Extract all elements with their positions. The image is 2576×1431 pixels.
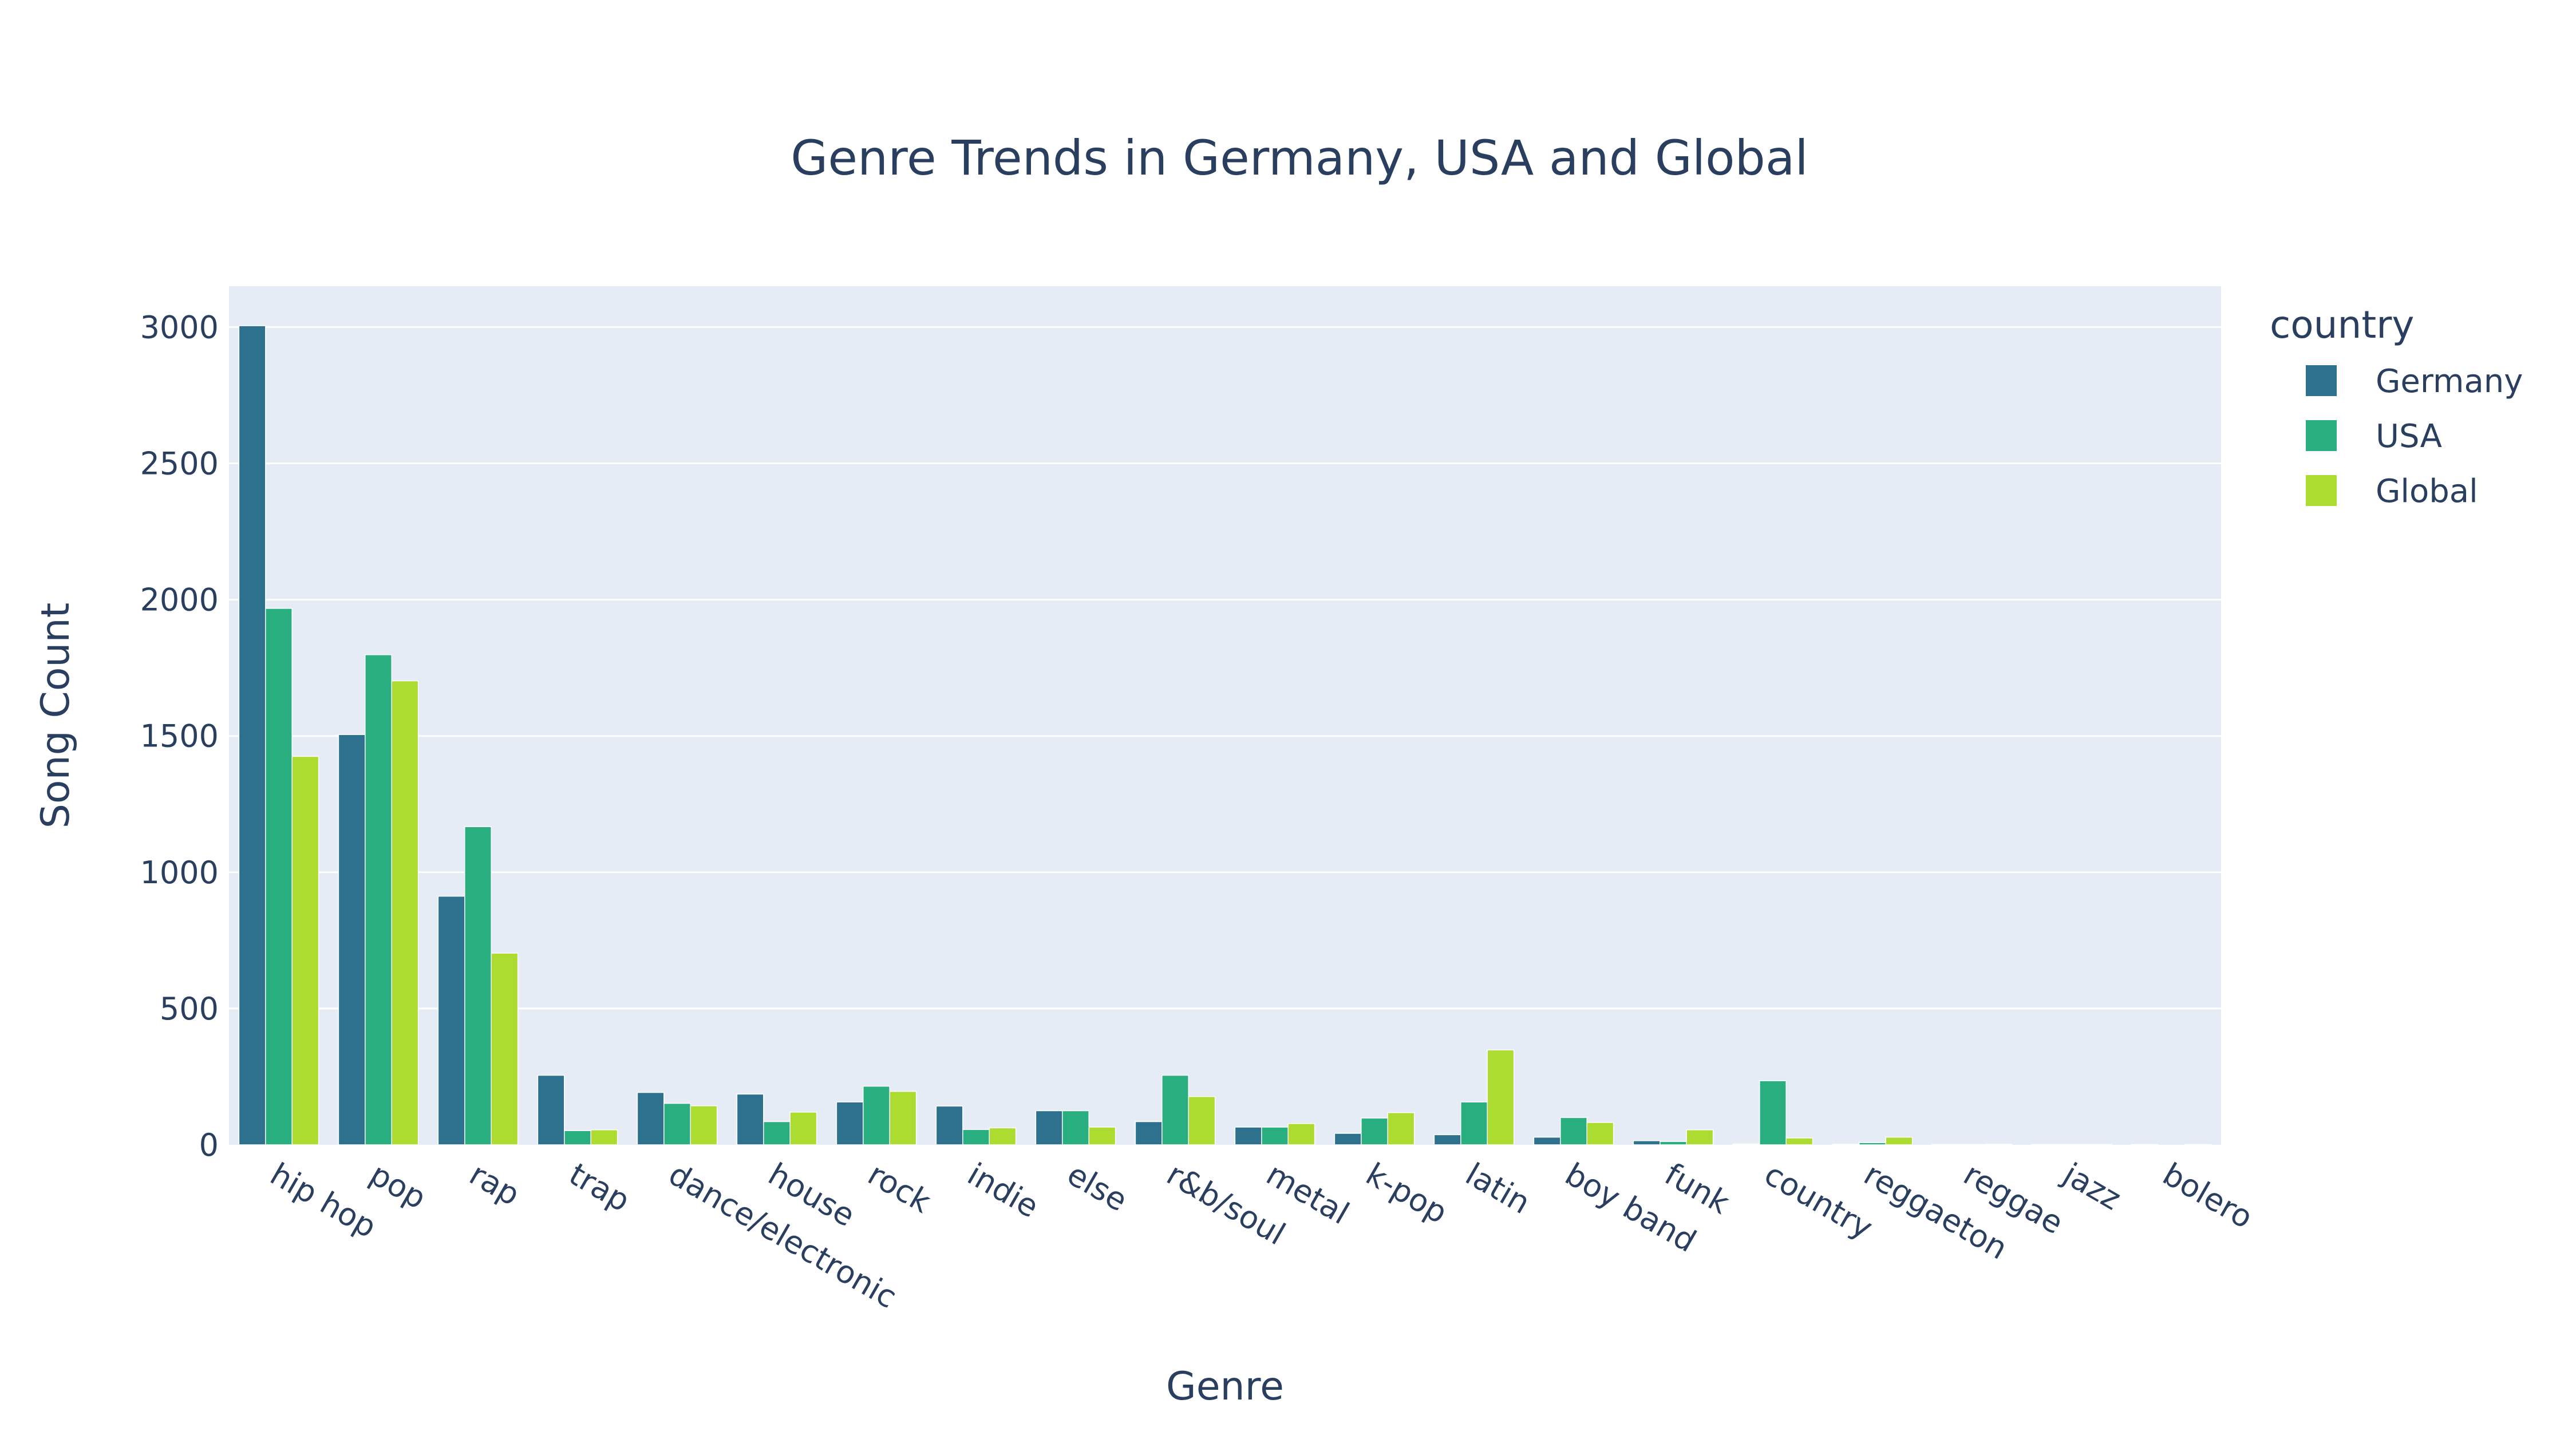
bar-usa-7[interactable] <box>962 1129 990 1145</box>
x-tick-label: k-pop <box>1360 1156 1453 1231</box>
series-global <box>291 680 2212 1145</box>
gridlines <box>229 326 2221 1010</box>
x-tick-label: hip hop <box>264 1156 383 1245</box>
y-tick-label: 500 <box>160 991 219 1027</box>
bar-global-4[interactable] <box>690 1105 718 1145</box>
bar-usa-13[interactable] <box>1560 1117 1587 1145</box>
bar-global-6[interactable] <box>889 1090 917 1145</box>
x-tick-label: rock <box>862 1156 938 1220</box>
plot-area <box>229 286 2221 1145</box>
legend-items[interactable]: Germany USA Global <box>2306 363 2523 510</box>
bar-usa-3[interactable] <box>564 1130 591 1145</box>
bar-germany-13[interactable] <box>1533 1136 1561 1145</box>
x-tick-label: country <box>1759 1156 1879 1246</box>
bar-global-13[interactable] <box>1586 1122 1614 1145</box>
x-tick-label: latin <box>1460 1156 1536 1221</box>
bar-germany-14[interactable] <box>1633 1140 1661 1145</box>
bar-global-17[interactable] <box>1985 1144 2013 1145</box>
x-axis-title: Genre <box>1166 1364 1284 1409</box>
bars <box>238 325 2212 1145</box>
legend-label: Germany <box>2376 363 2523 400</box>
bar-usa-4[interactable] <box>663 1102 691 1145</box>
bar-usa-0[interactable] <box>265 608 293 1145</box>
bar-germany-15[interactable] <box>1732 1143 1760 1145</box>
y-tick-label: 1500 <box>140 718 219 754</box>
y-tick-label: 3000 <box>140 309 219 345</box>
bar-germany-12[interactable] <box>1433 1134 1461 1145</box>
bar-usa-12[interactable] <box>1460 1101 1488 1145</box>
legend-item-global[interactable]: Global <box>2306 473 2478 510</box>
y-axis-title: Song Count <box>33 603 78 829</box>
x-tick-label: else <box>1061 1156 1133 1218</box>
bar-usa-14[interactable] <box>1660 1141 1687 1145</box>
series-usa <box>265 608 2085 1145</box>
legend-item-usa[interactable]: USA <box>2306 418 2442 455</box>
bar-germany-5[interactable] <box>736 1093 764 1145</box>
bar-germany-3[interactable] <box>537 1074 565 1145</box>
x-tick-label: trap <box>563 1156 636 1219</box>
bar-global-0[interactable] <box>291 756 319 1145</box>
bar-global-15[interactable] <box>1785 1137 1814 1145</box>
legend-swatch <box>2306 420 2337 451</box>
bar-global-12[interactable] <box>1487 1049 1515 1145</box>
bar-global-16[interactable] <box>1885 1136 1913 1145</box>
bar-usa-8[interactable] <box>1062 1110 1089 1145</box>
legend-item-germany[interactable]: Germany <box>2306 363 2523 400</box>
y-axis-ticks: 0 500 1000 1500 2000 2500 3000 <box>140 309 219 1163</box>
bar-usa-16[interactable] <box>1859 1142 1886 1145</box>
bar-global-1[interactable] <box>391 680 419 1145</box>
y-tick-label: 2500 <box>140 446 219 482</box>
bar-usa-11[interactable] <box>1361 1117 1388 1145</box>
bar-germany-11[interactable] <box>1334 1133 1362 1145</box>
bar-usa-5[interactable] <box>763 1121 791 1145</box>
bar-global-14[interactable] <box>1686 1129 1714 1145</box>
chart-title: Genre Trends in Germany, USA and Global <box>791 130 1808 186</box>
legend-swatch <box>2306 365 2337 396</box>
bar-germany-16[interactable] <box>1832 1144 1860 1145</box>
bar-global-3[interactable] <box>590 1129 618 1145</box>
bar-germany-0[interactable] <box>238 325 266 1145</box>
bar-usa-15[interactable] <box>1759 1080 1787 1145</box>
bar-germany-6[interactable] <box>836 1101 864 1145</box>
bar-global-5[interactable] <box>789 1112 817 1145</box>
x-tick-label: pop <box>364 1156 432 1216</box>
bar-usa-2[interactable] <box>464 826 492 1145</box>
bar-usa-9[interactable] <box>1161 1074 1189 1145</box>
bar-germany-10[interactable] <box>1234 1126 1262 1145</box>
bar-germany-9[interactable] <box>1135 1121 1163 1145</box>
bar-usa-6[interactable] <box>863 1085 890 1145</box>
bar-global-2[interactable] <box>491 952 519 1145</box>
x-tick-label: rap <box>464 1156 526 1212</box>
legend-label: USA <box>2376 418 2442 455</box>
bar-germany-8[interactable] <box>1035 1110 1063 1145</box>
series-germany <box>238 325 2159 1145</box>
x-tick-label: bolero <box>2157 1156 2259 1235</box>
bar-germany-4[interactable] <box>637 1092 665 1145</box>
bar-global-8[interactable] <box>1088 1126 1116 1145</box>
bar-global-11[interactable] <box>1387 1112 1415 1145</box>
x-tick-label: indie <box>962 1156 1045 1224</box>
legend[interactable]: country Germany USA Global <box>2270 303 2523 510</box>
y-tick-label: 1000 <box>140 855 219 891</box>
bar-global-9[interactable] <box>1188 1096 1216 1145</box>
legend-swatch <box>2306 475 2337 506</box>
bar-global-7[interactable] <box>989 1127 1017 1145</box>
bar-germany-1[interactable] <box>338 734 366 1145</box>
bar-global-10[interactable] <box>1287 1123 1315 1145</box>
y-tick-label: 2000 <box>140 582 219 618</box>
x-tick-label: jazz <box>2057 1156 2127 1217</box>
y-tick-label: 0 <box>199 1127 219 1163</box>
bar-germany-7[interactable] <box>935 1105 963 1145</box>
bar-usa-1[interactable] <box>365 654 392 1145</box>
bar-usa-10[interactable] <box>1261 1126 1289 1145</box>
legend-title: country <box>2270 303 2414 347</box>
legend-label: Global <box>2376 473 2478 510</box>
bar-germany-2[interactable] <box>437 895 465 1145</box>
